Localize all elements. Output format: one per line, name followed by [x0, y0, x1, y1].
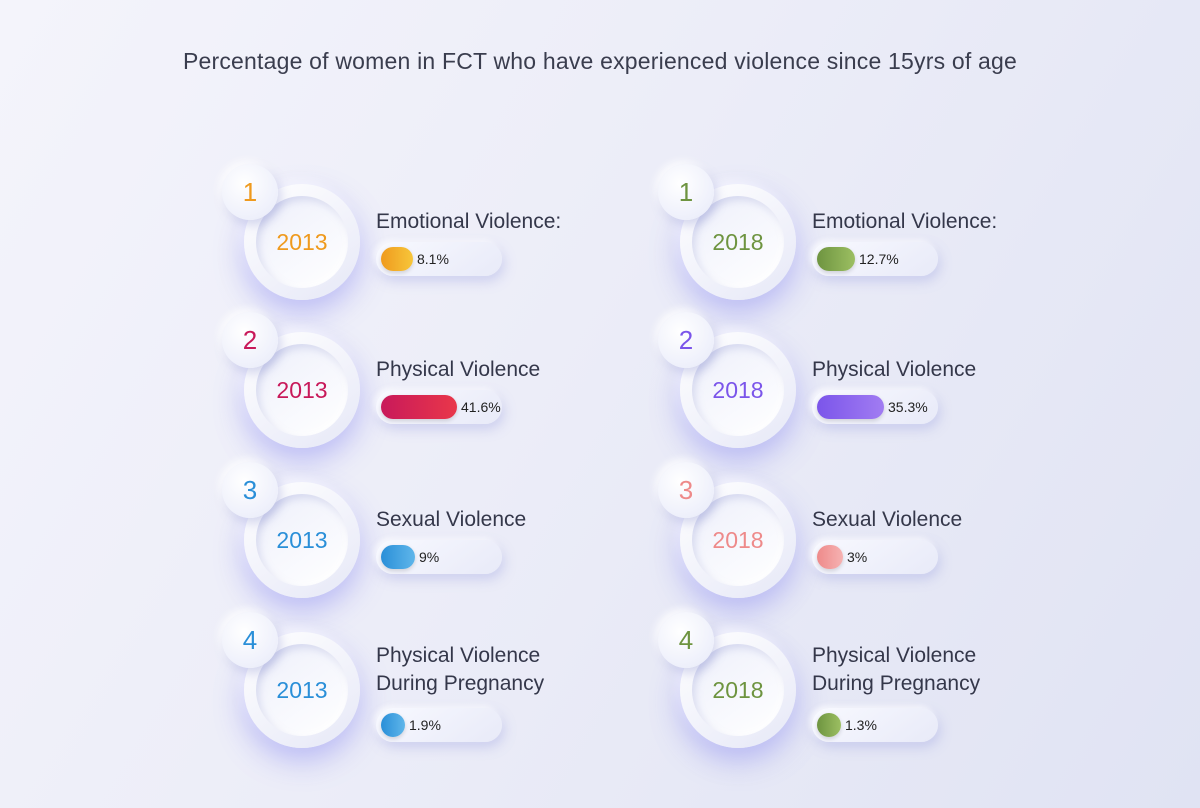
year-label: 2013	[256, 344, 348, 436]
stat-card-2018-4: 4 2018 Physical Violence During Pregnancy 1…	[658, 612, 1118, 752]
value-bar	[381, 545, 415, 569]
item-number-badge: 1	[658, 164, 714, 220]
item-number-badge: 4	[658, 612, 714, 668]
value-label: 8.1%	[417, 251, 449, 267]
value-label: 3%	[847, 549, 868, 565]
value-pill: 8.1%	[376, 242, 502, 276]
item-number-badge: 3	[222, 462, 278, 518]
value-label: 41.6%	[461, 399, 501, 415]
value-pill: 35.3%	[812, 390, 938, 424]
stat-card-2018-2: 2 2018 Physical Violence 35.3%	[658, 312, 1118, 452]
value-bar	[817, 247, 855, 271]
item-number-badge: 2	[658, 312, 714, 368]
stat-card-2013-2: 2 2013 Physical Violence 41.6%	[222, 312, 682, 452]
value-bar	[381, 395, 457, 419]
value-pill: 12.7%	[812, 242, 938, 276]
year-label: 2018	[692, 344, 784, 436]
year-label: 2013	[256, 196, 348, 288]
value-pill: 9%	[376, 540, 502, 574]
value-pill: 1.3%	[812, 708, 938, 742]
value-bar	[381, 247, 413, 271]
category-label: Physical Violence	[812, 358, 977, 381]
year-circle: 2013	[244, 184, 360, 300]
value-bar	[381, 713, 405, 737]
stat-card-2013-3: 3 2013 Sexual Violence 9%	[222, 462, 682, 602]
value-label: 9%	[419, 549, 440, 565]
item-number-badge: 3	[658, 462, 714, 518]
stat-card-2018-1: 1 2018 Emotional Violence: 12.7%	[658, 164, 1118, 304]
category-label: Sexual Violence	[812, 508, 963, 531]
category-label: Sexual Violence	[376, 508, 527, 531]
value-bar	[817, 545, 843, 569]
stat-card-2018-3: 3 2018 Sexual Violence 3%	[658, 462, 1118, 602]
year-label: 2013	[256, 644, 348, 736]
value-bar	[817, 395, 884, 419]
year-label: 2018	[692, 494, 784, 586]
category-label: Emotional Violence:	[376, 210, 562, 233]
category-label: Physical Violence During Pregnancy	[376, 644, 545, 695]
stat-card-2013-4: 4 2013 Physical Violence During Pregnancy 1…	[222, 612, 682, 752]
item-number-badge: 4	[222, 612, 278, 668]
stat-card-2013-1: 1 2013 Emotional Violence: 8.1%	[222, 164, 682, 304]
category-label: Physical Violence	[376, 358, 541, 381]
chart-title: Percentage of women in FCT who have expe…	[182, 48, 1018, 74]
year-label: 2018	[692, 196, 784, 288]
year-circle: 2013	[244, 332, 360, 448]
item-number-badge: 2	[222, 312, 278, 368]
year-circle: 2018	[680, 482, 796, 598]
value-label: 35.3%	[888, 399, 928, 415]
value-label: 12.7%	[859, 251, 899, 267]
year-circle: 2013	[244, 482, 360, 598]
value-bar	[817, 713, 841, 737]
year-circle: 2018	[680, 184, 796, 300]
value-pill: 1.9%	[376, 708, 502, 742]
value-label: 1.3%	[845, 717, 877, 733]
category-label: Physical Violence During Pregnancy	[812, 644, 981, 695]
year-label: 2018	[692, 644, 784, 736]
value-label: 1.9%	[409, 717, 441, 733]
value-pill: 41.6%	[376, 390, 502, 424]
category-label: Emotional Violence:	[812, 210, 998, 233]
value-pill: 3%	[812, 540, 938, 574]
year-circle: 2018	[680, 632, 796, 748]
year-label: 2013	[256, 494, 348, 586]
item-number-badge: 1	[222, 164, 278, 220]
